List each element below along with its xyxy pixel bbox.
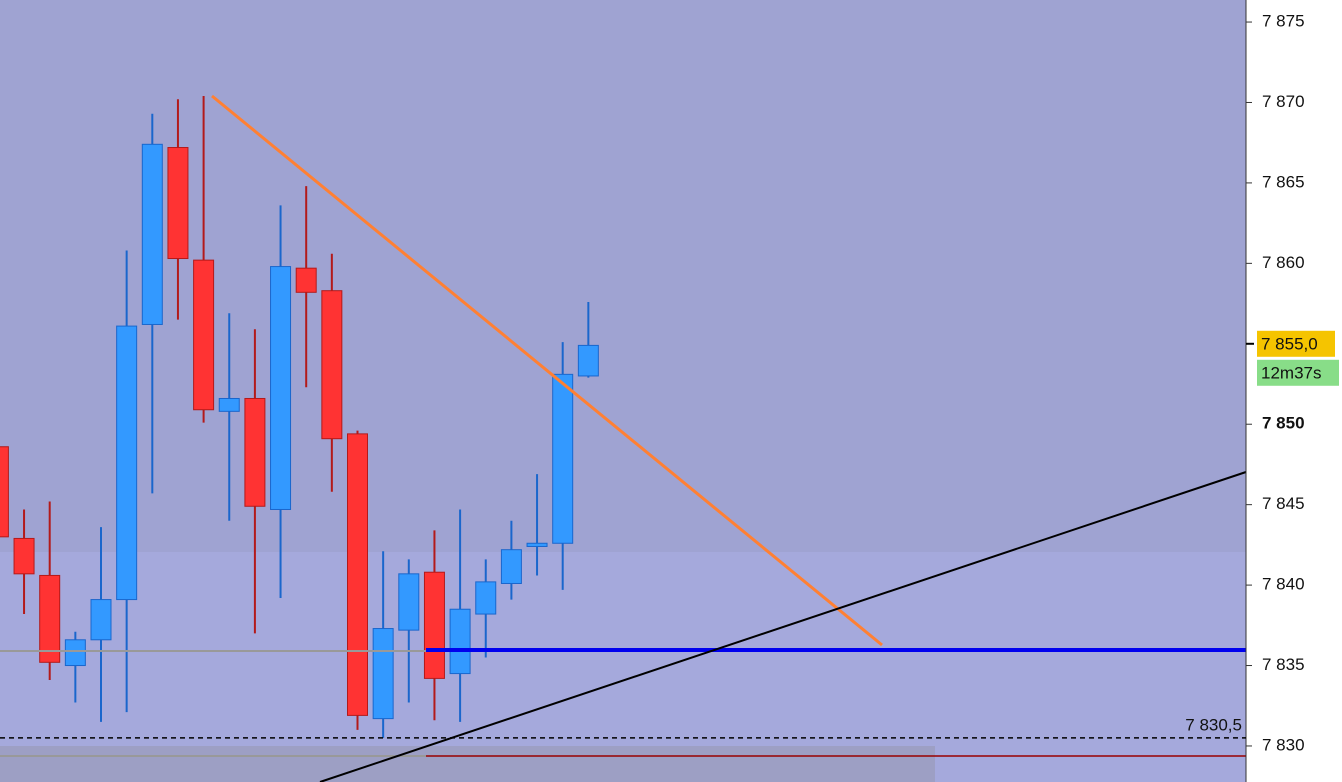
y-tick-label: 7 830 (1262, 735, 1305, 754)
level-label: 7 830,5 (1185, 715, 1242, 734)
candle-body (13, 537, 35, 575)
candle-body (0, 446, 9, 538)
candle-body (398, 573, 420, 631)
candle-body (295, 267, 317, 293)
candle-body (500, 549, 522, 584)
price-box (1257, 330, 1335, 357)
axis-panel (1246, 0, 1342, 782)
y-tick-label: 7 845 (1262, 494, 1305, 513)
price-label: 7 855,0 (1261, 334, 1318, 353)
y-tick-label: 7 835 (1262, 655, 1305, 674)
candle-body (552, 373, 574, 544)
candle-body (141, 143, 163, 325)
candle-body (64, 639, 86, 667)
candle-body (449, 608, 471, 675)
candle-body (321, 290, 343, 440)
lower-zone (0, 552, 1246, 782)
y-tick-label: 7 875 (1262, 12, 1305, 31)
candle-body (347, 433, 368, 716)
y-tick-label: 7 870 (1262, 92, 1305, 111)
trendline (211, 94, 883, 647)
candle-body (39, 574, 61, 663)
candle-body (218, 397, 240, 412)
candle-body (193, 259, 215, 411)
y-tick-label: 7 860 (1262, 253, 1305, 272)
candle-body (423, 571, 445, 679)
y-tick-label: 7 850 (1262, 414, 1305, 433)
bottom-band (0, 746, 935, 782)
countdown-box (1257, 359, 1339, 386)
candle-body (270, 266, 292, 510)
y-tick-label: 7 865 (1262, 172, 1305, 191)
candle-body (167, 147, 189, 260)
y-tick-label: 7 840 (1262, 575, 1305, 594)
candle-body (475, 581, 497, 615)
countdown: 12m37s (1261, 363, 1321, 382)
trendline (319, 471, 1247, 782)
candle-body (244, 397, 266, 507)
candles (0, 96, 599, 738)
candle-body (577, 344, 599, 377)
candle-body (526, 542, 548, 547)
upper-zone (0, 0, 1246, 552)
candle-body (372, 628, 394, 720)
candle-body (90, 599, 112, 641)
candle-body (116, 325, 138, 601)
